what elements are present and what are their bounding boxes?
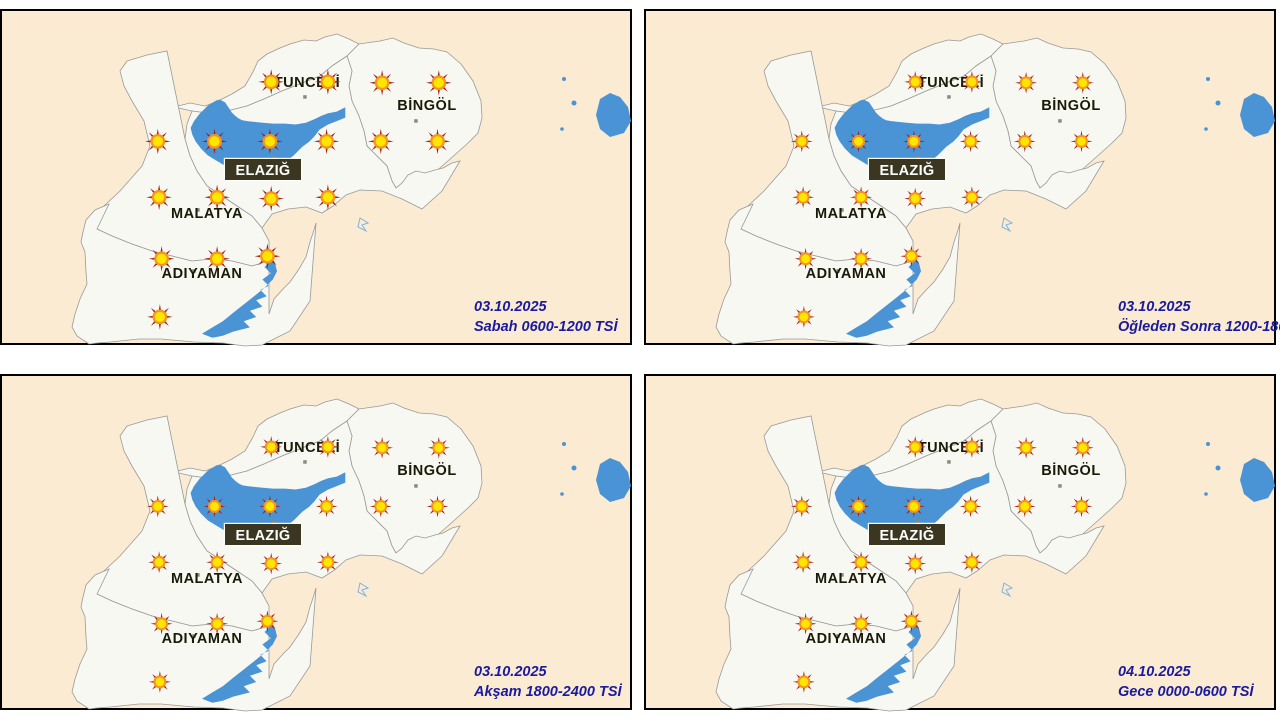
svg-text:MALATYA: MALATYA [815, 571, 887, 587]
svg-text:BİNGÖL: BİNGÖL [1041, 97, 1100, 114]
svg-text:Akşam 1800-2400 TSİ: Akşam 1800-2400 TSİ [473, 683, 622, 700]
svg-text:Öğleden Sonra 1200-1800 TSİ: Öğleden Sonra 1200-1800 TSİ [1118, 318, 1280, 335]
svg-text:ADIYAMAN: ADIYAMAN [806, 631, 887, 647]
svg-text:03.10.2025: 03.10.2025 [1118, 299, 1192, 315]
svg-text:03.10.2025: 03.10.2025 [474, 664, 548, 680]
svg-text:Gece 0000-0600 TSİ: Gece 0000-0600 TSİ [1118, 683, 1254, 700]
svg-text:ELAZIĞ: ELAZIĞ [236, 526, 291, 544]
svg-text:ELAZIĞ: ELAZIĞ [236, 161, 291, 179]
svg-text:Sabah 0600-1200 TSİ: Sabah 0600-1200 TSİ [474, 318, 618, 335]
svg-text:BİNGÖL: BİNGÖL [397, 462, 456, 479]
svg-text:04.10.2025: 04.10.2025 [1118, 664, 1192, 680]
svg-text:ELAZIĞ: ELAZIĞ [880, 161, 935, 179]
svg-text:MALATYA: MALATYA [171, 206, 243, 222]
svg-text:MALATYA: MALATYA [171, 571, 243, 587]
svg-text:ADIYAMAN: ADIYAMAN [806, 266, 887, 282]
svg-text:03.10.2025: 03.10.2025 [474, 299, 548, 315]
svg-text:BİNGÖL: BİNGÖL [397, 97, 456, 114]
svg-text:ELAZIĞ: ELAZIĞ [880, 526, 935, 544]
svg-text:ADIYAMAN: ADIYAMAN [162, 631, 243, 647]
svg-text:BİNGÖL: BİNGÖL [1041, 462, 1100, 479]
svg-text:ADIYAMAN: ADIYAMAN [162, 266, 243, 282]
svg-text:MALATYA: MALATYA [815, 206, 887, 222]
